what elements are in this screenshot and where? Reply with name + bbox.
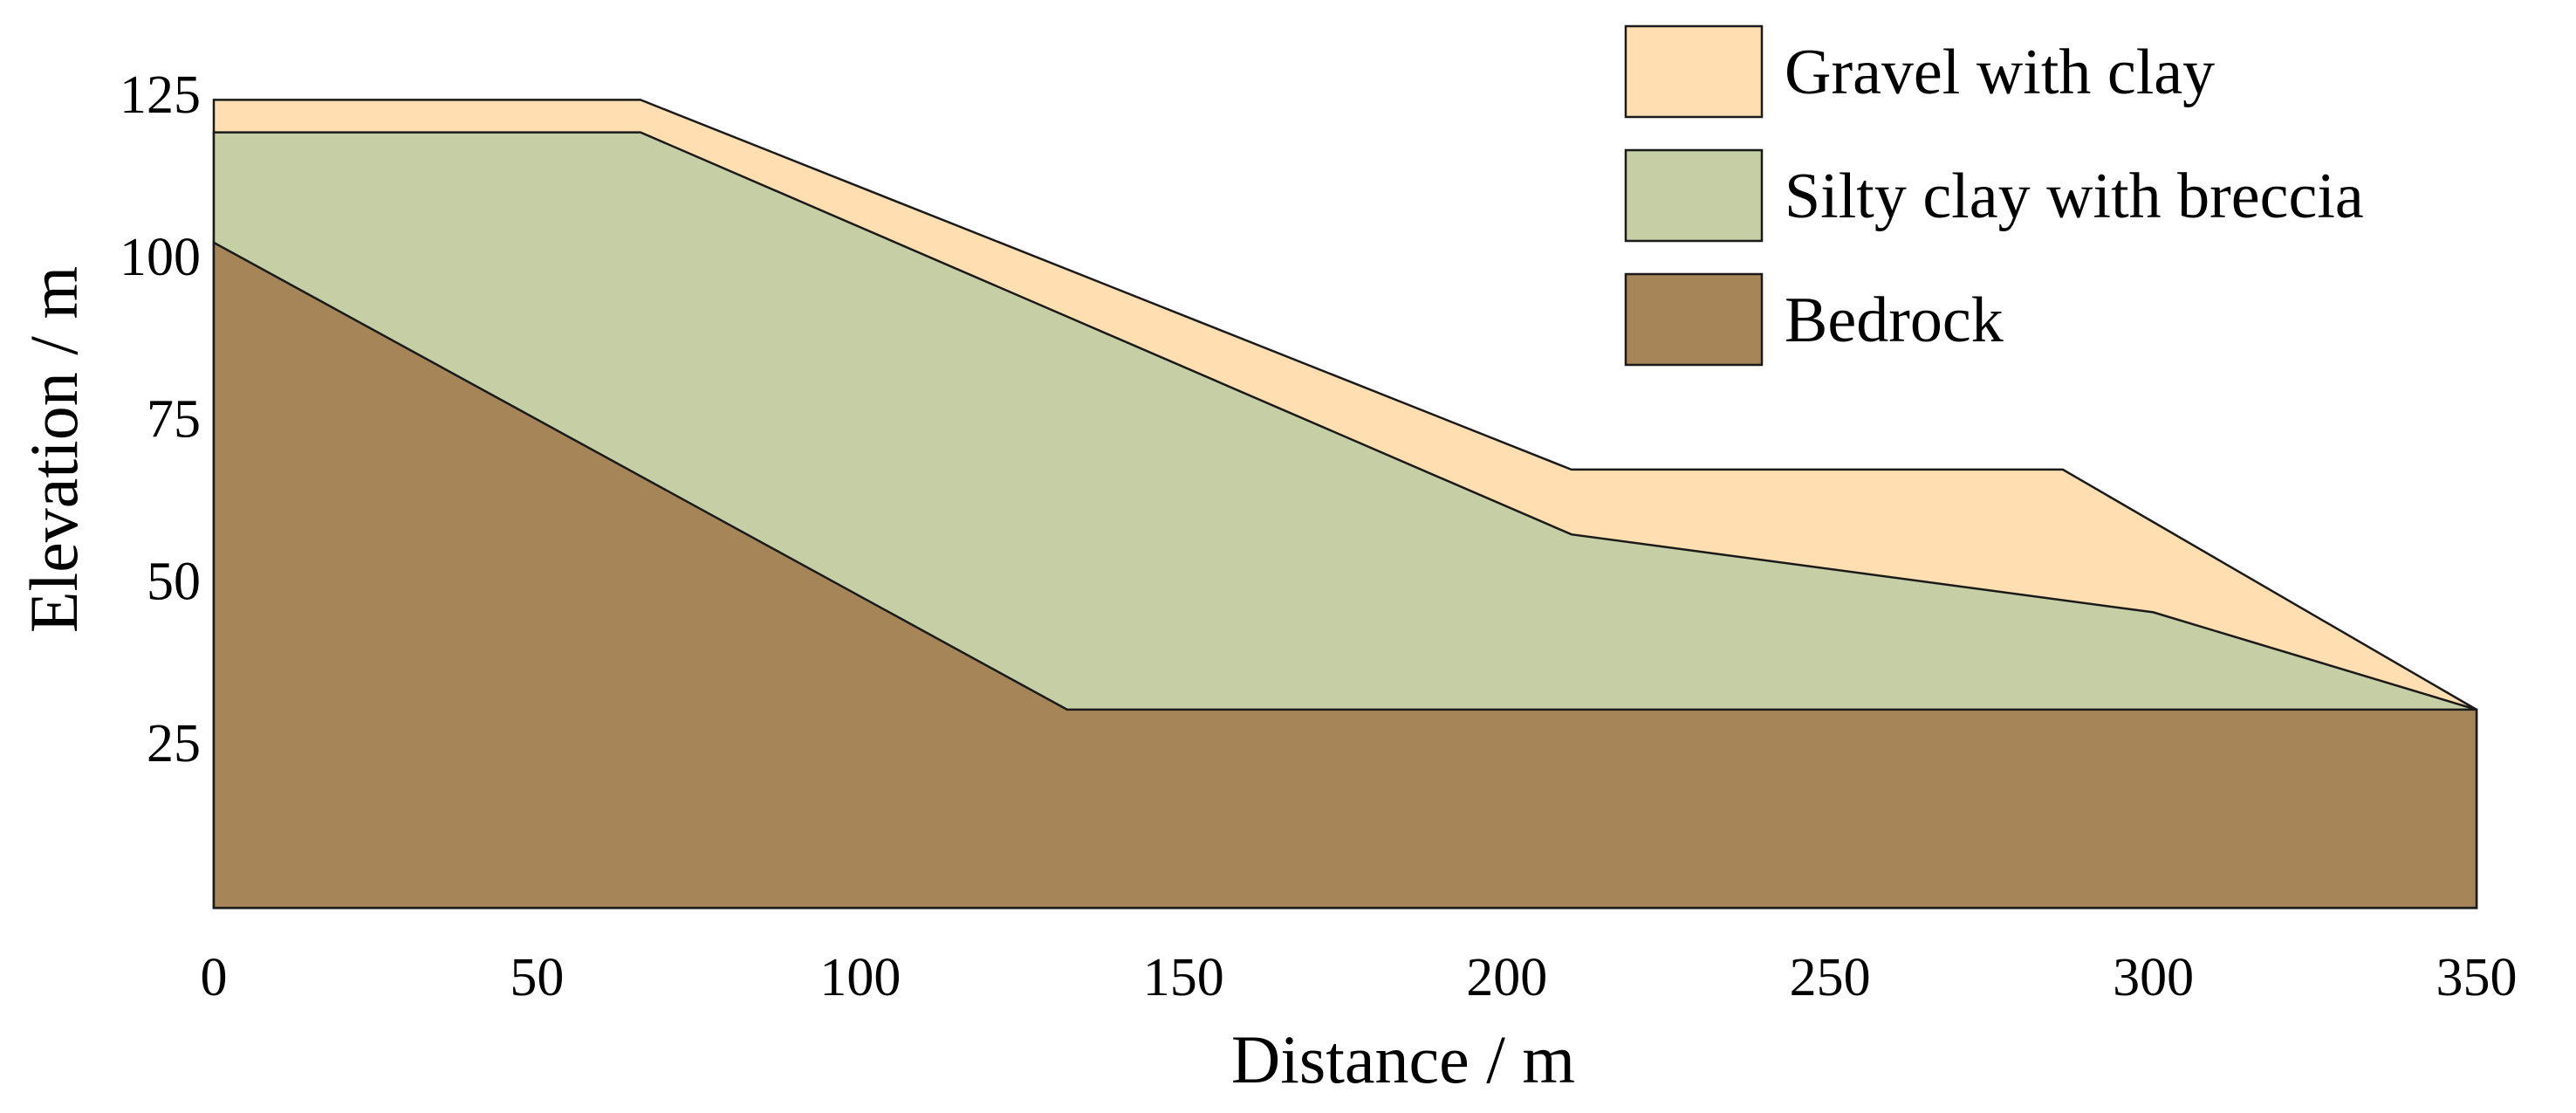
legend-item: Bedrock — [1624, 272, 2004, 367]
x-tick-label: 350 — [2436, 948, 2518, 1007]
legend: Gravel with clay Silty clay with breccia B… — [1624, 24, 2364, 367]
x-tick-label: 200 — [1466, 948, 1547, 1007]
legend-label: Silty clay with breccia — [1785, 161, 2364, 232]
tick-labels: 0 50 100 150 200 250 300 350 25 50 75 100 125 — [120, 65, 2518, 1007]
legend-swatch — [1624, 272, 1764, 367]
x-tick-label: 50 — [510, 948, 564, 1007]
x-axis-label: Distance / m — [1231, 1021, 1575, 1097]
x-tick-label: 100 — [819, 948, 901, 1007]
y-tick-label: 50 — [147, 552, 201, 611]
y-tick-label: 125 — [120, 65, 201, 125]
layer-bedrock — [212, 240, 2478, 910]
x-tick-label: 150 — [1143, 948, 1224, 1007]
x-tick-label: 0 — [201, 948, 228, 1007]
y-axis-label: Elevation / m — [16, 266, 92, 633]
legend-swatch — [1624, 148, 1764, 243]
legend-item: Gravel with clay — [1624, 24, 2215, 119]
x-tick-label: 300 — [2113, 948, 2194, 1007]
legend-swatch — [1624, 24, 1764, 119]
legend-label: Bedrock — [1785, 285, 2004, 356]
y-tick-label: 100 — [120, 228, 201, 287]
legend-label: Gravel with clay — [1785, 37, 2215, 108]
legend-item: Silty clay with breccia — [1624, 148, 2364, 243]
x-tick-label: 250 — [1790, 948, 1871, 1007]
y-tick-label: 75 — [147, 390, 201, 450]
layer-areas — [212, 99, 2478, 910]
y-tick-label: 25 — [147, 714, 201, 773]
